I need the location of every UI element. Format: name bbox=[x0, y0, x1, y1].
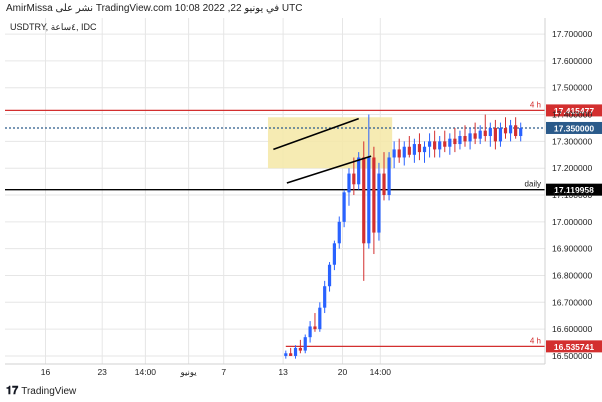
candle-body bbox=[433, 141, 437, 150]
candlestick-series bbox=[284, 114, 523, 359]
x-tick-label: 23 bbox=[97, 367, 107, 377]
candle-body bbox=[342, 192, 346, 222]
level-price-label: 17.350000 bbox=[554, 123, 594, 133]
time-axis[interactable]: 16 23 14:00 يونيو 7 13 20 14:00 bbox=[41, 367, 391, 378]
consolidation-zone bbox=[267, 117, 393, 169]
candle-body bbox=[323, 286, 327, 308]
level-tag: 4 h bbox=[530, 100, 541, 109]
level-price-badge bbox=[546, 121, 602, 134]
candle-body bbox=[488, 127, 492, 137]
x-tick-label: 7 bbox=[221, 367, 226, 377]
level-price-label: 17.415477 bbox=[554, 106, 594, 116]
candle-body bbox=[337, 221, 341, 244]
y-tick-label: 17.300000 bbox=[552, 136, 592, 146]
candle-body bbox=[313, 326, 317, 330]
x-tick-label: 13 bbox=[278, 367, 288, 377]
candle-body bbox=[327, 264, 332, 287]
candle-body bbox=[483, 130, 487, 137]
y-tick-label: 17.400000 bbox=[552, 110, 592, 120]
y-tick-label: 16.500000 bbox=[552, 351, 592, 361]
candle-body bbox=[463, 136, 467, 142]
publish-header: AmirMissa نشر على TradingView.com في يون… bbox=[6, 3, 303, 14]
candle-body bbox=[352, 173, 356, 185]
horizontal-levels: 17.415477 4 h 17.350000 17.119958 daily 16.53… bbox=[5, 100, 602, 353]
candle-body bbox=[303, 337, 307, 351]
x-tick-label: 14:00 bbox=[370, 367, 392, 377]
grid-lines bbox=[5, 18, 545, 364]
candle-body bbox=[367, 157, 371, 244]
candle-body bbox=[417, 144, 422, 153]
candle-body bbox=[308, 326, 312, 338]
candle-body bbox=[362, 157, 366, 244]
trend-channel bbox=[273, 117, 372, 184]
level-price-label: 16.535741 bbox=[554, 342, 594, 352]
x-tick-label: 14:00 bbox=[135, 367, 157, 377]
symbol-label: USDTRY, ٤ساعة, IDC bbox=[10, 22, 97, 32]
candle-body bbox=[508, 125, 513, 134]
candle-body bbox=[422, 146, 427, 153]
candle-body bbox=[298, 347, 302, 351]
level-tag: 4 h bbox=[530, 336, 541, 345]
candle-body bbox=[448, 138, 452, 147]
tv-icon: 𝟏𝟕 bbox=[6, 385, 19, 397]
candle-body bbox=[377, 173, 381, 233]
candle-body bbox=[372, 157, 376, 233]
candle-body bbox=[503, 127, 508, 134]
candle-body bbox=[443, 141, 447, 147]
candle-body bbox=[468, 133, 472, 142]
candle-body bbox=[412, 144, 416, 155]
y-tick-label: 16.900000 bbox=[552, 244, 592, 254]
x-tick-label: 16 bbox=[41, 367, 51, 377]
candle-body bbox=[293, 347, 298, 356]
tradingview-logo: 𝟏𝟕 TradingView bbox=[6, 385, 76, 398]
candle-body bbox=[493, 127, 497, 142]
level-price-badge bbox=[546, 104, 602, 117]
candle-body bbox=[407, 146, 411, 155]
y-tick-label: 17.100000 bbox=[552, 190, 592, 200]
candle-body bbox=[402, 146, 406, 158]
candle-body bbox=[438, 141, 442, 150]
level-tag: daily bbox=[525, 180, 541, 189]
candle-body bbox=[397, 149, 401, 158]
y-tick-label: 16.700000 bbox=[552, 297, 592, 307]
candle-body bbox=[427, 141, 432, 147]
candle-body bbox=[498, 127, 503, 142]
x-tick-label: يونيو bbox=[180, 367, 198, 378]
y-tick-label: 17.700000 bbox=[552, 29, 592, 39]
candle-body bbox=[458, 136, 462, 145]
candle-body bbox=[387, 157, 391, 196]
level-price-badge bbox=[546, 340, 602, 353]
candle-body bbox=[284, 353, 288, 356]
y-tick-label: 17.600000 bbox=[552, 56, 592, 66]
channel-line bbox=[286, 155, 372, 184]
candle-body bbox=[514, 125, 518, 137]
y-tick-label: 17.000000 bbox=[552, 217, 592, 227]
price-axis[interactable]: 16.500000 16.600000 16.700000 16.800000 16.9… bbox=[552, 29, 592, 361]
x-tick-label: 20 bbox=[338, 367, 348, 377]
y-tick-label: 17.200000 bbox=[552, 163, 592, 173]
plot-background bbox=[5, 18, 545, 364]
candle-body bbox=[318, 307, 322, 330]
candle-body bbox=[347, 173, 351, 193]
level-price-label: 17.119958 bbox=[554, 185, 594, 195]
candle-body bbox=[519, 127, 523, 137]
candle-body bbox=[453, 138, 457, 145]
y-tick-label: 17.500000 bbox=[552, 83, 592, 93]
candle-body bbox=[357, 157, 361, 185]
zone-rect bbox=[267, 117, 393, 169]
channel-line bbox=[273, 117, 359, 151]
y-tick-label: 16.600000 bbox=[552, 324, 592, 334]
candle-body bbox=[478, 130, 482, 139]
candle-body bbox=[473, 133, 477, 139]
candle-body bbox=[382, 173, 386, 196]
candle-body bbox=[332, 243, 336, 265]
y-tick-label: 16.800000 bbox=[552, 270, 592, 280]
candle-body bbox=[392, 149, 396, 158]
brand-label: TradingView bbox=[21, 386, 77, 397]
candle-body bbox=[289, 353, 293, 356]
level-price-badge bbox=[546, 183, 602, 196]
